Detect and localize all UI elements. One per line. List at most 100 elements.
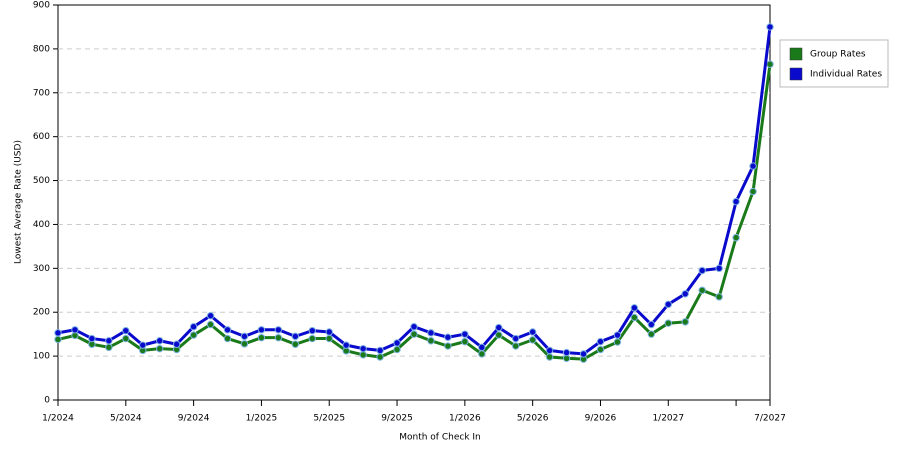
data-point: [545, 353, 554, 361]
data-point: [189, 323, 198, 331]
data-point: [647, 330, 656, 338]
data-point: [749, 162, 757, 170]
data-point: [478, 343, 486, 352]
y-tick-label: 300: [33, 264, 50, 274]
data-point: [444, 342, 452, 350]
data-point: [342, 341, 350, 349]
data-point: [749, 187, 757, 196]
x-tick-label: 1/2024: [42, 414, 74, 424]
data-point: [359, 351, 367, 359]
y-tick-label: 400: [33, 220, 50, 230]
data-point: [444, 333, 452, 341]
data-point: [732, 233, 740, 242]
x-tick-label: 5/2026: [517, 414, 549, 424]
data-point: [681, 290, 689, 298]
data-point: [156, 337, 164, 345]
data-point: [630, 313, 639, 322]
x-tick-label: 1/2027: [652, 414, 684, 424]
data-point: [410, 330, 418, 338]
legend-swatch: [789, 67, 803, 81]
data-point: [240, 332, 249, 341]
x-tick-label: 9/2025: [381, 414, 413, 424]
data-point: [715, 293, 723, 301]
data-point: [257, 326, 266, 334]
data-point: [376, 353, 384, 361]
data-point: [291, 332, 300, 341]
data-point: [122, 326, 130, 335]
data-point: [647, 320, 656, 329]
data-point: [512, 342, 520, 350]
data-point: [240, 340, 249, 348]
data-point: [664, 300, 672, 309]
data-point: [562, 348, 571, 357]
data-point: [681, 318, 689, 326]
data-point: [393, 339, 401, 347]
data-point: [715, 264, 723, 273]
data-point: [613, 338, 622, 346]
legend-swatch: [789, 47, 803, 61]
data-point: [308, 334, 316, 343]
data-point: [698, 286, 706, 294]
legend-label: Individual Rates: [810, 70, 882, 80]
data-point: [71, 326, 79, 334]
x-tick-label: 5/2025: [313, 414, 345, 424]
data-point: [223, 334, 232, 343]
data-point: [376, 346, 384, 355]
y-tick-label: 200: [33, 308, 50, 318]
data-point: [54, 329, 62, 337]
y-axis-label: Lowest Average Rate (USD): [14, 140, 24, 264]
legend: Group Rates Individual Rates: [779, 39, 889, 88]
data-point: [495, 331, 503, 339]
data-point: [528, 328, 537, 336]
data-point: [274, 326, 283, 334]
data-point: [613, 331, 622, 339]
data-point: [495, 323, 503, 332]
data-point: [732, 197, 740, 206]
data-point: [630, 304, 639, 312]
data-point: [257, 333, 266, 342]
data-point: [410, 323, 418, 331]
y-tick-label: 500: [33, 176, 50, 186]
x-tick-label: 1/2025: [246, 414, 278, 424]
data-point: [393, 345, 401, 354]
data-point: [461, 337, 469, 346]
x-tick-label: 9/2026: [585, 414, 617, 424]
data-point: [766, 23, 774, 31]
data-point: [291, 340, 300, 348]
x-tick-label: 7/2027: [754, 414, 786, 424]
data-point: [308, 326, 316, 335]
data-point: [105, 337, 113, 345]
data-point: [359, 344, 367, 353]
data-point: [206, 320, 215, 329]
data-point: [223, 326, 232, 334]
data-point: [325, 328, 333, 336]
data-point: [596, 337, 605, 346]
data-point: [325, 334, 333, 343]
y-tick-label: 0: [44, 396, 50, 406]
data-point: [189, 331, 198, 339]
x-axis-label: Month of Check In: [399, 433, 481, 443]
data-point: [156, 344, 164, 353]
data-point: [88, 334, 96, 343]
data-point: [664, 319, 672, 327]
data-point: [596, 345, 605, 354]
y-tick-label: 100: [33, 352, 50, 362]
data-point: [427, 329, 435, 337]
data-point: [122, 334, 130, 343]
legend-label: Group Rates: [810, 50, 866, 60]
data-point: [427, 337, 435, 345]
y-tick-label: 700: [33, 88, 50, 98]
y-tick-label: 600: [33, 132, 50, 142]
y-tick-label: 800: [33, 44, 50, 54]
x-tick-label: 5/2024: [110, 414, 142, 424]
data-point: [172, 340, 181, 348]
data-point: [512, 334, 520, 343]
x-tick-label: 1/2026: [449, 414, 481, 424]
data-point: [105, 343, 113, 352]
data-point: [461, 330, 469, 338]
data-point: [478, 350, 486, 358]
data-point: [139, 341, 147, 349]
data-point: [698, 266, 706, 275]
y-tick-label: 900: [33, 1, 50, 11]
